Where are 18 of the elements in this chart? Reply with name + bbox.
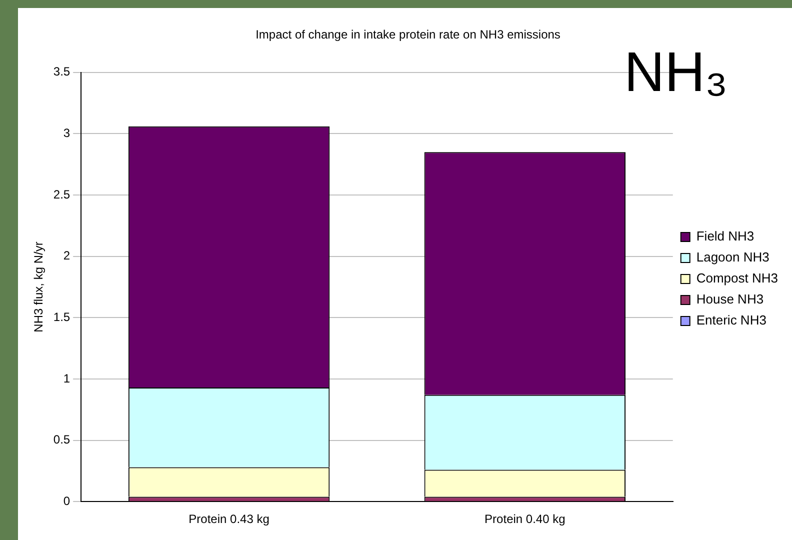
legend-label: Field NH3 (696, 228, 754, 244)
y-tick-label: 0 (63, 494, 70, 508)
legend-label: Compost NH3 (696, 270, 778, 286)
y-tick-label: 1 (63, 371, 70, 386)
legend-label: Lagoon NH3 (696, 250, 770, 265)
y-tick-label: 3.5 (53, 64, 70, 79)
y-tick-label: 0.5 (53, 432, 70, 447)
chart-title: Impact of change in intake protein rate on NH3 emissions (256, 28, 560, 42)
annotation: NH₃ (624, 40, 728, 103)
y-tick-label: 2 (63, 248, 70, 263)
x-tick-label: Protein 0.40 kg (484, 512, 566, 526)
y-axis-title: NH3 flux, kg N/yr (32, 242, 46, 332)
legend-label: House NH3 (696, 292, 764, 307)
y-tick-label: 1.5 (53, 310, 70, 324)
legend-label: Enteric NH3 (696, 312, 766, 328)
y-tick-label: 2.5 (53, 187, 70, 202)
x-tick-label: Protein 0.43 kg (188, 512, 270, 526)
y-tick-label: 3 (63, 126, 70, 140)
